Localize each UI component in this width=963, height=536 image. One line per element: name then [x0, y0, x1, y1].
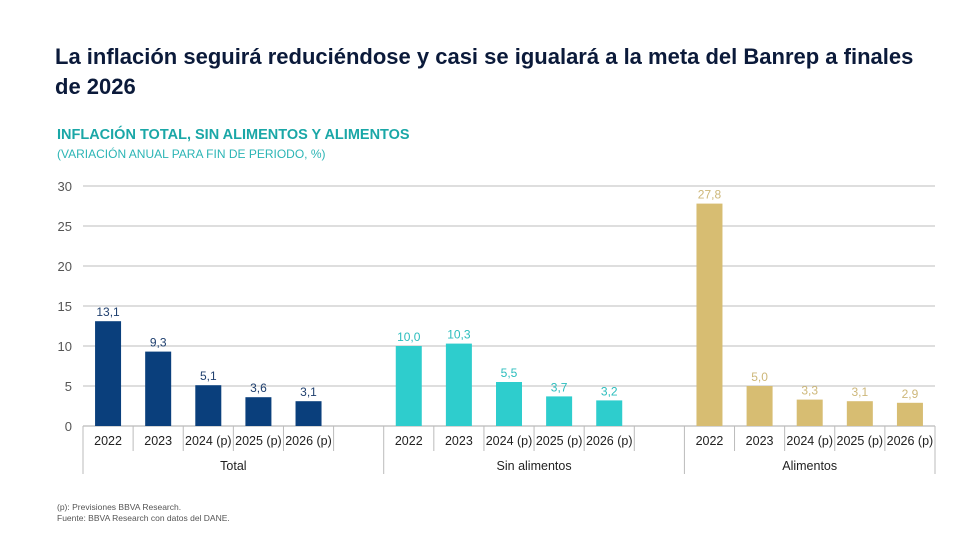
- y-tick-label: 25: [58, 219, 72, 234]
- group-label: Total: [220, 459, 246, 473]
- bar: [546, 396, 573, 426]
- y-tick-label: 30: [58, 179, 72, 194]
- y-tick-label: 0: [65, 419, 72, 434]
- data-label: 5,1: [200, 369, 217, 383]
- bar: [896, 402, 923, 426]
- x-tick-label: 2026 (p): [285, 434, 332, 448]
- headline: La inflación seguirá reduciéndose y casi…: [55, 44, 914, 99]
- x-tick-label: 2023: [746, 434, 774, 448]
- y-tick-label: 10: [58, 339, 72, 354]
- data-label: 9,3: [150, 336, 167, 350]
- data-label: 27,8: [698, 188, 722, 202]
- data-label: 2,9: [902, 387, 919, 401]
- bar: [195, 385, 222, 426]
- data-label: 5,5: [501, 366, 518, 380]
- footnote-source: Fuente: BBVA Research con datos del DANE…: [57, 513, 230, 523]
- footnotes: (p): Previsiones BBVA Research. Fuente: …: [57, 502, 230, 524]
- x-tick-label: 2026 (p): [887, 434, 934, 448]
- bar: [95, 321, 122, 426]
- data-label: 3,1: [300, 385, 317, 399]
- data-label: 3,2: [601, 384, 618, 398]
- bar: [746, 386, 773, 426]
- data-label: 13,1: [96, 305, 120, 319]
- x-tick-label: 2024 (p): [786, 434, 833, 448]
- group-label: Alimentos: [782, 459, 837, 473]
- bar: [445, 343, 472, 426]
- data-label: 10,0: [397, 330, 421, 344]
- x-tick-label: 2022: [94, 434, 122, 448]
- x-tick-label: 2026 (p): [586, 434, 633, 448]
- bar: [395, 346, 422, 426]
- y-tick-label: 5: [65, 379, 72, 394]
- y-tick-label: 15: [58, 299, 72, 314]
- group-label: Sin alimentos: [497, 459, 572, 473]
- bar: [496, 382, 522, 426]
- bar: [145, 351, 172, 426]
- y-tick-label: 20: [58, 259, 72, 274]
- data-label: 3,7: [551, 380, 568, 394]
- x-tick-label: 2025 (p): [235, 434, 282, 448]
- x-tick-label: 2025 (p): [837, 434, 884, 448]
- x-tick-label: 2023: [144, 434, 172, 448]
- x-tick-label: 2025 (p): [536, 434, 583, 448]
- data-label: 3,1: [851, 385, 868, 399]
- bar: [796, 399, 823, 426]
- bar: [295, 401, 322, 426]
- footnote-projections: (p): Previsiones BBVA Research.: [57, 502, 182, 512]
- data-label: 3,3: [801, 384, 818, 398]
- data-label: 10,3: [447, 328, 471, 342]
- x-tick-label: 2023: [445, 434, 473, 448]
- bar: [696, 203, 723, 426]
- x-tick-label: 2024 (p): [185, 434, 232, 448]
- bar: [846, 401, 873, 426]
- data-label: 3,6: [250, 381, 267, 395]
- x-tick-label: 2024 (p): [486, 434, 533, 448]
- x-tick-label: 2022: [696, 434, 724, 448]
- chart-title: INFLACIÓN TOTAL, SIN ALIMENTOS Y ALIMENT…: [57, 127, 410, 143]
- bar: [596, 400, 623, 426]
- chart-subtitle: (VARIACIÓN ANUAL PARA FIN DE PERIODO, %): [57, 147, 326, 161]
- bar: [245, 397, 272, 426]
- x-tick-label: 2022: [395, 434, 423, 448]
- data-label: 5,0: [751, 370, 768, 384]
